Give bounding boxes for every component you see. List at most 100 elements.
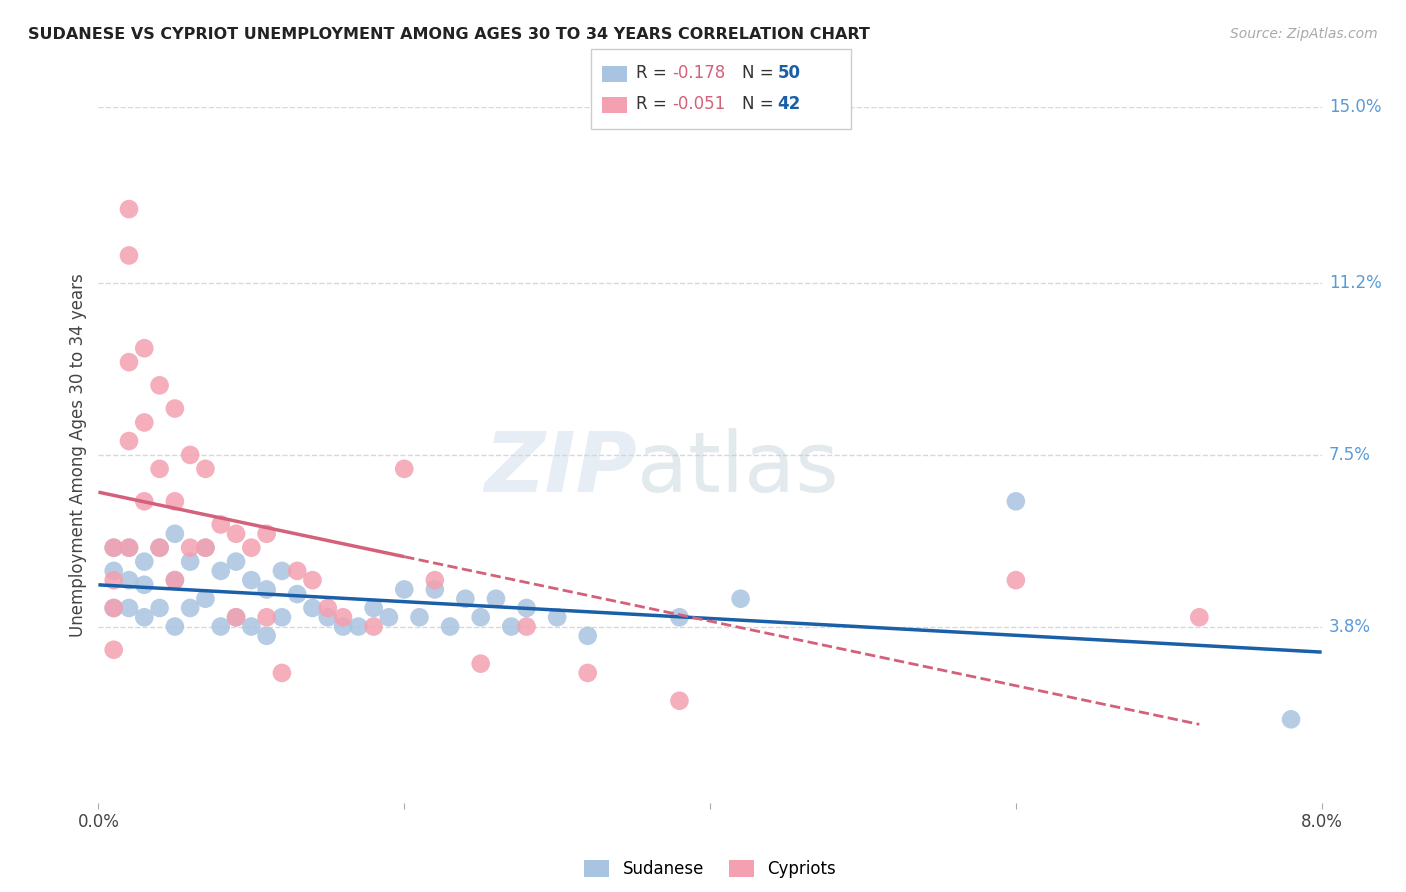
Text: N =: N = bbox=[742, 95, 779, 113]
Text: ZIP: ZIP bbox=[484, 428, 637, 509]
Point bbox=[270, 564, 294, 578]
Point bbox=[240, 541, 263, 555]
Point bbox=[256, 629, 278, 643]
Point bbox=[392, 462, 416, 476]
Point bbox=[118, 541, 141, 555]
Point bbox=[194, 541, 217, 555]
Point bbox=[423, 573, 446, 587]
Point bbox=[225, 526, 247, 541]
Text: -0.178: -0.178 bbox=[672, 64, 725, 82]
Point bbox=[225, 610, 247, 624]
Text: 11.2%: 11.2% bbox=[1329, 275, 1382, 293]
Point bbox=[163, 494, 186, 508]
Point bbox=[149, 541, 172, 555]
Point bbox=[454, 591, 477, 606]
Point bbox=[149, 541, 172, 555]
Point bbox=[301, 601, 323, 615]
Point bbox=[118, 202, 141, 216]
Point bbox=[118, 355, 141, 369]
Point bbox=[378, 610, 401, 624]
Point bbox=[1004, 573, 1026, 587]
Point bbox=[470, 610, 492, 624]
Point bbox=[668, 694, 690, 708]
Point bbox=[163, 401, 186, 416]
Y-axis label: Unemployment Among Ages 30 to 34 years: Unemployment Among Ages 30 to 34 years bbox=[69, 273, 87, 637]
Point bbox=[118, 248, 141, 262]
Point bbox=[668, 610, 690, 624]
Point bbox=[516, 619, 538, 633]
Point bbox=[1279, 712, 1302, 726]
Point bbox=[225, 555, 247, 569]
Point bbox=[103, 541, 125, 555]
Point bbox=[118, 541, 141, 555]
Point bbox=[285, 587, 308, 601]
Text: -0.051: -0.051 bbox=[672, 95, 725, 113]
Point bbox=[332, 610, 354, 624]
Point bbox=[546, 610, 568, 624]
Point bbox=[485, 591, 508, 606]
Point bbox=[270, 665, 294, 680]
Point bbox=[256, 582, 278, 597]
Point bbox=[134, 555, 156, 569]
Point bbox=[103, 573, 125, 587]
Point bbox=[209, 517, 232, 532]
Point bbox=[439, 619, 461, 633]
Point bbox=[392, 582, 416, 597]
Point bbox=[285, 564, 308, 578]
Point bbox=[301, 573, 323, 587]
Text: SUDANESE VS CYPRIOT UNEMPLOYMENT AMONG AGES 30 TO 34 YEARS CORRELATION CHART: SUDANESE VS CYPRIOT UNEMPLOYMENT AMONG A… bbox=[28, 27, 870, 42]
Point bbox=[134, 494, 156, 508]
Point bbox=[730, 591, 752, 606]
Point bbox=[103, 541, 125, 555]
Point bbox=[501, 619, 523, 633]
Point bbox=[423, 582, 446, 597]
Point bbox=[179, 541, 201, 555]
Text: R =: R = bbox=[636, 64, 672, 82]
Legend: Sudanese, Cypriots: Sudanese, Cypriots bbox=[578, 854, 842, 885]
Point bbox=[163, 526, 186, 541]
Text: N =: N = bbox=[742, 64, 779, 82]
Point bbox=[194, 591, 217, 606]
Point bbox=[270, 610, 294, 624]
Point bbox=[118, 573, 141, 587]
Point bbox=[363, 601, 385, 615]
Text: atlas: atlas bbox=[637, 428, 838, 509]
Point bbox=[576, 665, 599, 680]
Point bbox=[576, 629, 599, 643]
Point bbox=[149, 462, 172, 476]
Point bbox=[179, 555, 201, 569]
Point bbox=[194, 541, 217, 555]
Point bbox=[179, 448, 201, 462]
Point bbox=[225, 610, 247, 624]
Point bbox=[1004, 494, 1026, 508]
Text: 15.0%: 15.0% bbox=[1329, 98, 1381, 116]
Point bbox=[118, 434, 141, 448]
Point bbox=[256, 610, 278, 624]
Point bbox=[209, 619, 232, 633]
Point bbox=[134, 341, 156, 355]
Text: 42: 42 bbox=[778, 95, 801, 113]
Point bbox=[149, 601, 172, 615]
Point bbox=[194, 462, 217, 476]
Point bbox=[408, 610, 430, 624]
Point bbox=[1188, 610, 1211, 624]
Point bbox=[316, 601, 339, 615]
Text: Source: ZipAtlas.com: Source: ZipAtlas.com bbox=[1230, 27, 1378, 41]
Point bbox=[516, 601, 538, 615]
Point bbox=[332, 619, 354, 633]
Point bbox=[103, 601, 125, 615]
Point bbox=[134, 578, 156, 592]
Point bbox=[256, 526, 278, 541]
Point bbox=[163, 573, 186, 587]
Text: 7.5%: 7.5% bbox=[1329, 446, 1371, 464]
Point bbox=[134, 416, 156, 430]
Point bbox=[134, 610, 156, 624]
Point bbox=[363, 619, 385, 633]
Point bbox=[118, 601, 141, 615]
Point bbox=[103, 601, 125, 615]
Point bbox=[240, 619, 263, 633]
Point bbox=[240, 573, 263, 587]
Point bbox=[316, 610, 339, 624]
Point bbox=[103, 642, 125, 657]
Point bbox=[347, 619, 370, 633]
